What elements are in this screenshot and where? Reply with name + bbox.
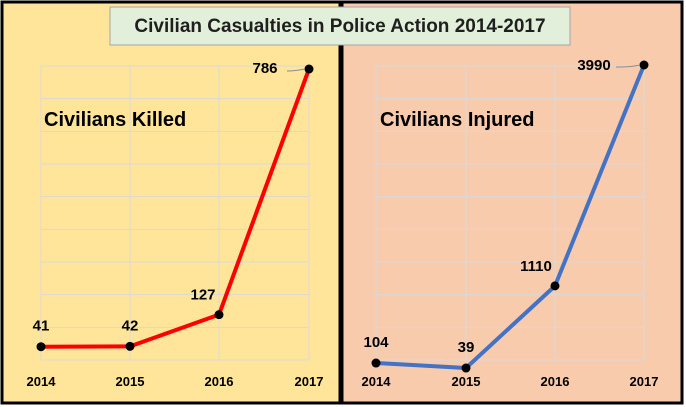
injured-point-2016 bbox=[550, 281, 560, 291]
injured-x-tick-2015: 2015 bbox=[452, 374, 481, 389]
injured-data-label-2016: 1110 bbox=[520, 258, 552, 275]
injured-data-label-2017: 3990 bbox=[577, 57, 610, 74]
right-chart-grid bbox=[375, 65, 645, 361]
injured-label-leader bbox=[615, 64, 641, 68]
killed-panel-label: Civilians Killed bbox=[44, 109, 186, 131]
killed-x-tick-2017: 2017 bbox=[295, 374, 324, 389]
killed-series-line bbox=[39, 67, 311, 349]
injured-data-label-2014: 104 bbox=[363, 334, 389, 351]
injured-plot: 104 39 1110 3990 bbox=[363, 57, 649, 373]
injured-point-2015 bbox=[461, 363, 471, 373]
injured-series-line bbox=[374, 63, 646, 371]
killed-point-2016 bbox=[214, 310, 224, 320]
killed-point-2017 bbox=[304, 64, 314, 74]
killed-data-label-2017: 786 bbox=[252, 60, 277, 77]
injured-x-tick-2014: 2014 bbox=[362, 374, 392, 389]
chart-title: Civilian Casualties in Police Action 201… bbox=[134, 16, 545, 37]
right-panel-background bbox=[342, 3, 681, 402]
killed-x-tick-2016: 2016 bbox=[205, 374, 234, 389]
injured-point-2014 bbox=[371, 358, 381, 368]
killed-plot: 41 42 127 786 bbox=[33, 60, 314, 352]
injured-x-axis: 2014 2015 2016 2017 bbox=[362, 374, 659, 389]
killed-point-2014 bbox=[36, 342, 46, 352]
killed-label-leader bbox=[286, 68, 306, 72]
killed-data-label-2014: 41 bbox=[33, 318, 50, 335]
killed-x-tick-2015: 2015 bbox=[116, 374, 145, 389]
injured-panel-label: Civilians Injured bbox=[380, 109, 534, 131]
injured-data-label-2015: 39 bbox=[458, 339, 475, 356]
injured-x-tick-2017: 2017 bbox=[630, 374, 659, 389]
killed-point-2015 bbox=[125, 341, 135, 351]
killed-data-label-2016: 127 bbox=[190, 287, 215, 304]
injured-point-2017 bbox=[639, 60, 649, 70]
killed-data-label-2015: 42 bbox=[122, 317, 139, 334]
title-box bbox=[109, 6, 571, 46]
injured-x-tick-2016: 2016 bbox=[541, 374, 570, 389]
left-panel-background bbox=[3, 3, 340, 402]
killed-x-tick-2014: 2014 bbox=[27, 374, 57, 389]
killed-x-axis: 2014 2015 2016 2017 bbox=[27, 374, 324, 389]
